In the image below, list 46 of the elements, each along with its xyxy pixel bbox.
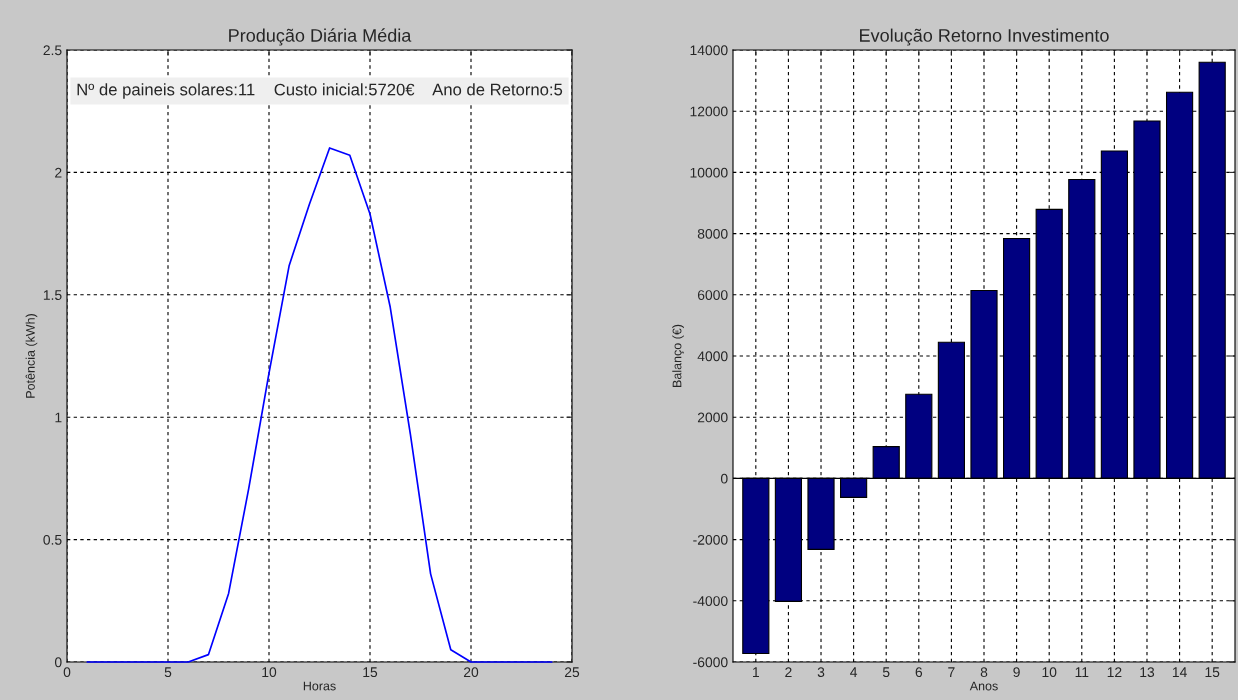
y-tick-label: 2 bbox=[55, 167, 62, 178]
x-tick-label: 0 bbox=[63, 667, 71, 678]
x-tick-label: 10 bbox=[262, 667, 277, 678]
annotation: Nº de paineis solares:11 Custo inicial:5720€ Ano de Retorno:5 bbox=[77, 83, 563, 99]
y-tick-label: 4000 bbox=[697, 351, 728, 362]
y-tick-label: 0.5 bbox=[43, 534, 62, 545]
x-tick-label: 11 bbox=[1075, 667, 1089, 677]
y-tick-label: 2000 bbox=[697, 412, 728, 423]
x-tick-label: 4 bbox=[850, 667, 858, 677]
x-axis-title: Horas bbox=[303, 681, 336, 691]
x-tick-label: 8 bbox=[980, 667, 988, 678]
chart-title: Evolução Retorno Investimento bbox=[860, 28, 1109, 46]
x-tick-label: 3 bbox=[817, 667, 825, 678]
y-tick-label: 14000 bbox=[690, 45, 728, 56]
y-axis-title: Balanço (€) bbox=[672, 324, 684, 387]
x-tick-label: 12 bbox=[1107, 667, 1122, 677]
x-tick-label: 6 bbox=[915, 667, 923, 678]
line-series bbox=[86, 147, 553, 663]
x-tick-label: 13 bbox=[1140, 667, 1155, 678]
x-tick-label: 2 bbox=[785, 667, 792, 677]
y-axis-title: Potência (kWh) bbox=[25, 314, 38, 398]
x-tick-label: 7 bbox=[948, 667, 955, 677]
x-tick-label: 1 bbox=[753, 667, 759, 677]
y-tick-label: 6000 bbox=[697, 290, 728, 300]
y-tick-label: -2000 bbox=[693, 534, 728, 545]
y-tick-label: 12000 bbox=[690, 106, 728, 117]
x-tick-label: 10 bbox=[1042, 667, 1057, 678]
x-tick-label: 25 bbox=[564, 667, 580, 678]
x-tick-label: 15 bbox=[1205, 667, 1220, 678]
x-tick-label: 15 bbox=[363, 667, 378, 678]
y-tick-label: 0 bbox=[720, 473, 728, 484]
x-axis-title: Anos bbox=[969, 681, 998, 691]
y-tick-label: -4000 bbox=[693, 596, 728, 606]
x-tick-label: 9 bbox=[1013, 667, 1020, 678]
x-tick-label: 14 bbox=[1172, 667, 1187, 677]
x-tick-label: 20 bbox=[463, 667, 479, 678]
y-tick-label: 8000 bbox=[697, 228, 728, 239]
y-tick-label: 1.5 bbox=[43, 290, 62, 300]
x-tick-label: 5 bbox=[882, 667, 890, 678]
chart-title: Produção Diária Média bbox=[229, 28, 412, 46]
y-tick-label: 1 bbox=[55, 412, 62, 423]
x-tick-label: 5 bbox=[164, 667, 172, 678]
y-tick-label: 2.5 bbox=[43, 45, 62, 56]
y-tick-label: 0 bbox=[54, 657, 62, 668]
y-tick-label: 10000 bbox=[690, 167, 728, 178]
y-tick-label: -6000 bbox=[693, 657, 728, 668]
